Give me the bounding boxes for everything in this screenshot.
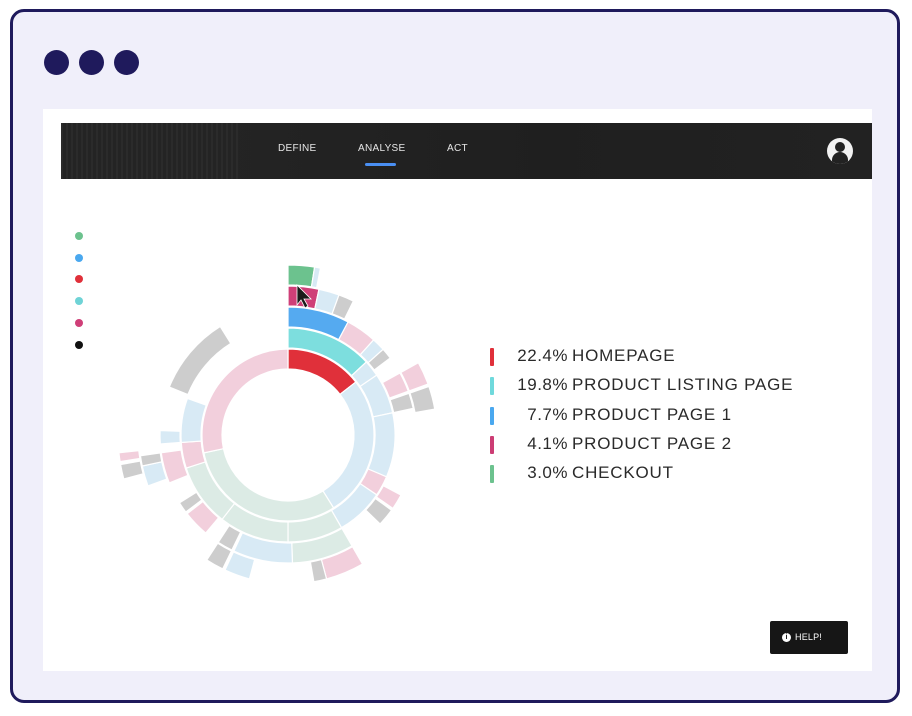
legend-item: 3.0% CHECKOUT: [490, 463, 830, 485]
sunburst-segment[interactable]: [186, 500, 220, 534]
legend-swatch: [490, 406, 494, 425]
sunburst-segment[interactable]: [118, 450, 141, 463]
legend-swatch: [490, 348, 494, 366]
legend-item: 4.1% PRODUCT PAGE 2: [490, 434, 830, 456]
sunburst-segment[interactable]: [381, 372, 410, 399]
cursor-arrow-icon: [296, 284, 312, 309]
segment-checkout[interactable]: [287, 264, 316, 288]
sunburst-segment[interactable]: [375, 484, 402, 510]
tab-act[interactable]: ACT: [447, 143, 468, 154]
help-button[interactable]: i HELP!: [770, 621, 848, 654]
sunburst-segment[interactable]: [217, 524, 242, 551]
sunburst-segment[interactable]: [206, 542, 233, 570]
legend-swatch: [490, 465, 494, 484]
sunburst-segment[interactable]: [233, 532, 294, 564]
legend-value: 19.8%: [517, 375, 568, 395]
app-canvas: DEFINE ANALYSE ACT 22.4% HOMEPAGE 19.8% PRO…: [43, 109, 872, 671]
sunburst-segment[interactable]: [309, 558, 328, 583]
legend-label: PRODUCT PAGE 2: [572, 433, 732, 453]
legend-label: CHECKOUT: [572, 463, 674, 483]
sunburst-segment[interactable]: [159, 429, 181, 445]
sunburst-segment[interactable]: [178, 491, 203, 513]
legend-item: 19.8% PRODUCT LISTING PAGE: [490, 375, 830, 397]
legend-value: 22.4%: [517, 346, 568, 365]
legend-label: PRODUCT LISTING PAGE: [572, 375, 794, 395]
filter-dot-4[interactable]: [75, 297, 83, 306]
help-label: HELP!: [795, 632, 823, 642]
tab-define[interactable]: DEFINE: [278, 143, 317, 154]
sunburst-segment[interactable]: [310, 266, 322, 289]
filter-dot-3[interactable]: [75, 275, 83, 284]
legend-swatch: [490, 435, 494, 454]
sunburst-chart: [118, 264, 436, 583]
sunburst-segment[interactable]: [400, 361, 429, 392]
sunburst-segment[interactable]: [331, 294, 355, 320]
filter-dot-2[interactable]: [75, 253, 83, 262]
sunburst-segment[interactable]: [180, 397, 208, 444]
sunburst-segment[interactable]: [139, 452, 163, 467]
top-navbar: DEFINE ANALYSE ACT: [61, 123, 872, 179]
legend-item: 22.4% HOMEPAGE: [490, 346, 830, 368]
window-dot-1: [44, 50, 69, 75]
sunburst-segment[interactable]: [168, 325, 232, 396]
sunburst-segment[interactable]: [409, 385, 436, 414]
browser-window: DEFINE ANALYSE ACT 22.4% HOMEPAGE 19.8% PRO…: [10, 9, 900, 703]
filter-dot-5[interactable]: [75, 318, 83, 327]
legend-item: 7.7% PRODUCT PAGE 1: [490, 405, 830, 427]
nav-logo-area: [61, 123, 239, 179]
legend-value: 3.0%: [527, 463, 568, 483]
sunburst-segment[interactable]: [160, 449, 189, 484]
legend-value: 4.1%: [527, 433, 568, 453]
sunburst-segment[interactable]: [367, 348, 392, 371]
info-icon: i: [782, 633, 791, 642]
legend-label: PRODUCT PAGE 1: [572, 404, 732, 424]
user-avatar-icon[interactable]: [827, 138, 853, 164]
window-dot-2: [79, 50, 104, 75]
tab-analyse[interactable]: ANALYSE: [358, 143, 406, 154]
filter-dot-1[interactable]: [75, 232, 83, 240]
sunburst-segment[interactable]: [224, 551, 256, 580]
sunburst-segment[interactable]: [201, 348, 289, 454]
sunburst-segment[interactable]: [364, 497, 393, 525]
window-dot-3: [114, 50, 139, 75]
active-tab-indicator: [365, 163, 396, 166]
legend-swatch: [490, 377, 494, 396]
sunburst-segment[interactable]: [119, 460, 144, 480]
legend-value: 7.7%: [527, 404, 568, 424]
sunburst-segment[interactable]: [389, 392, 414, 414]
filter-dot-6[interactable]: [75, 340, 83, 349]
legend-label: HOMEPAGE: [572, 346, 676, 365]
